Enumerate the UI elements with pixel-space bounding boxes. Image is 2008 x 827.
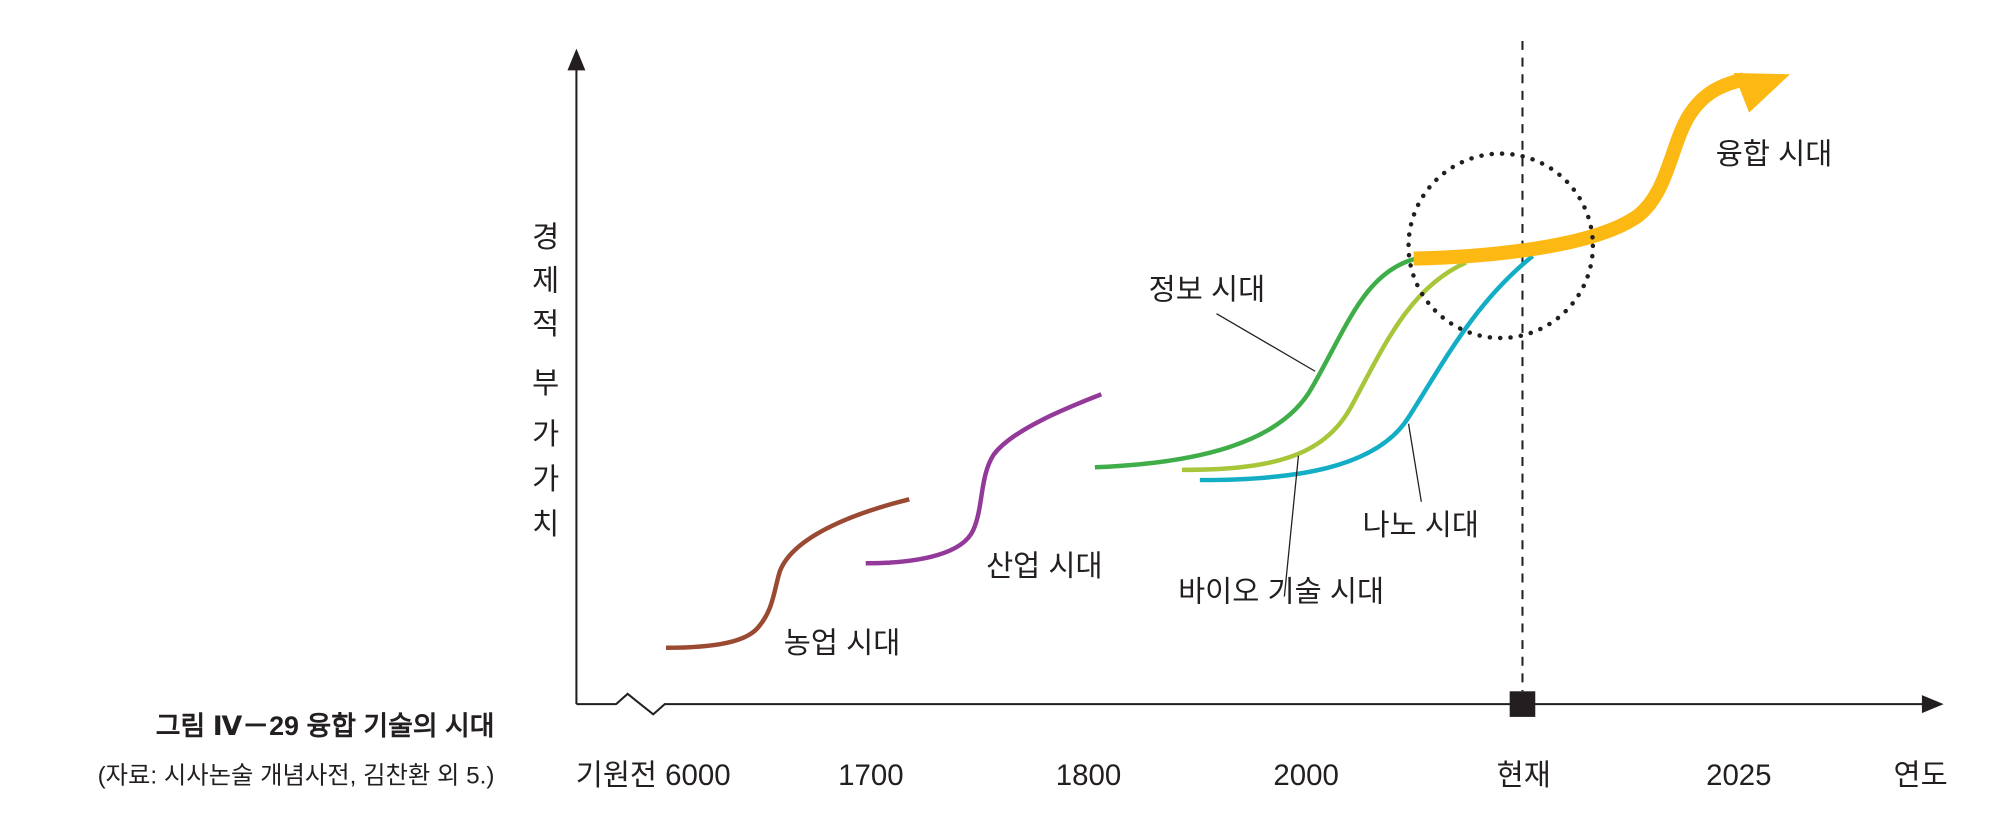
industrial-era-label: 산업 시대 [986,550,1103,583]
y-axis-label: 경 제 적 부 가 가 치 [532,221,559,541]
x-tick-label: 현재 [1497,759,1551,792]
x-tick-label: 1800 [1056,759,1121,792]
x-tick-label: 2025 [1706,759,1772,792]
bio-leader-line [1283,455,1300,597]
y-axis-label-char: 부 [532,367,559,400]
x-tick-label: 2000 [1273,759,1339,792]
agriculture-era-label: 농업 시대 [784,627,901,660]
convergence-era-curve [1413,72,1746,266]
bio-era-label: 바이오 기술 시대 [1178,576,1384,609]
x-tick-label: 기원전 6000 [576,759,731,792]
agriculture-era-curve [666,497,910,651]
y-axis-label-char: 제 [532,265,559,298]
present-marker [1509,691,1536,717]
bio-era-curve [1181,260,1468,473]
info-leader-line [1216,313,1316,372]
nano-era-label: 나노 시대 [1362,509,1479,542]
x-axis [576,691,1944,717]
y-axis-label-char: 적 [532,308,559,341]
x-axis-ticks: 기원전 6000 1700 1800 2000 현재 2025 연도 [576,759,1948,792]
convergence-dotted-circle [1406,151,1596,341]
figure-source: (자료: 시사논술 개념사전, 김찬환 외 5.) [98,762,495,789]
y-axis-label-char: 가 [532,463,559,496]
information-era-curve [1094,256,1417,470]
nano-era-curve [1199,254,1535,483]
information-era-label: 정보 시대 [1149,274,1266,307]
y-axis-label-char: 가 [532,418,559,451]
figure-caption: 그림 Ⅳ－29 융합 기술의 시대 [156,711,495,741]
y-axis-arrow-icon [567,48,586,71]
industrial-era-curve [865,392,1103,566]
y-axis-label-char: 경 [532,221,559,254]
x-axis-label: 연도 [1894,759,1948,792]
convergence-arrow-icon [1733,72,1791,113]
y-axis [567,48,586,705]
x-axis-arrow-icon [1921,695,1944,714]
convergence-era-label: 융합 시대 [1716,138,1833,171]
x-tick-label: 1700 [838,759,903,792]
nano-leader-line [1407,423,1422,502]
y-axis-label-char: 치 [532,508,559,541]
